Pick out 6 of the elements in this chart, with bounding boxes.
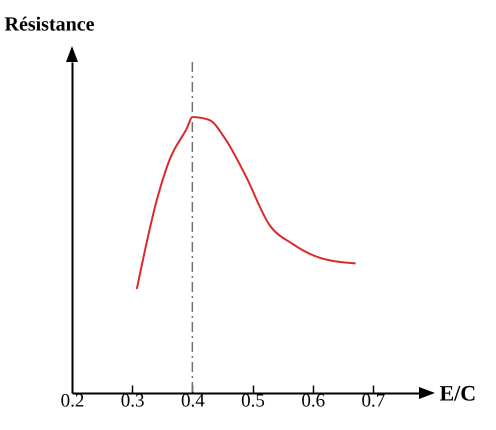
y-axis-title: Résistance (4, 14, 95, 36)
x-tick-label: 0.2 (60, 390, 84, 412)
x-tick-label: 0.4 (180, 390, 206, 412)
x-axis-title: E/C (440, 380, 476, 406)
x-tick-label: 0.6 (301, 390, 326, 412)
x-tick-label: 0.3 (120, 390, 145, 412)
